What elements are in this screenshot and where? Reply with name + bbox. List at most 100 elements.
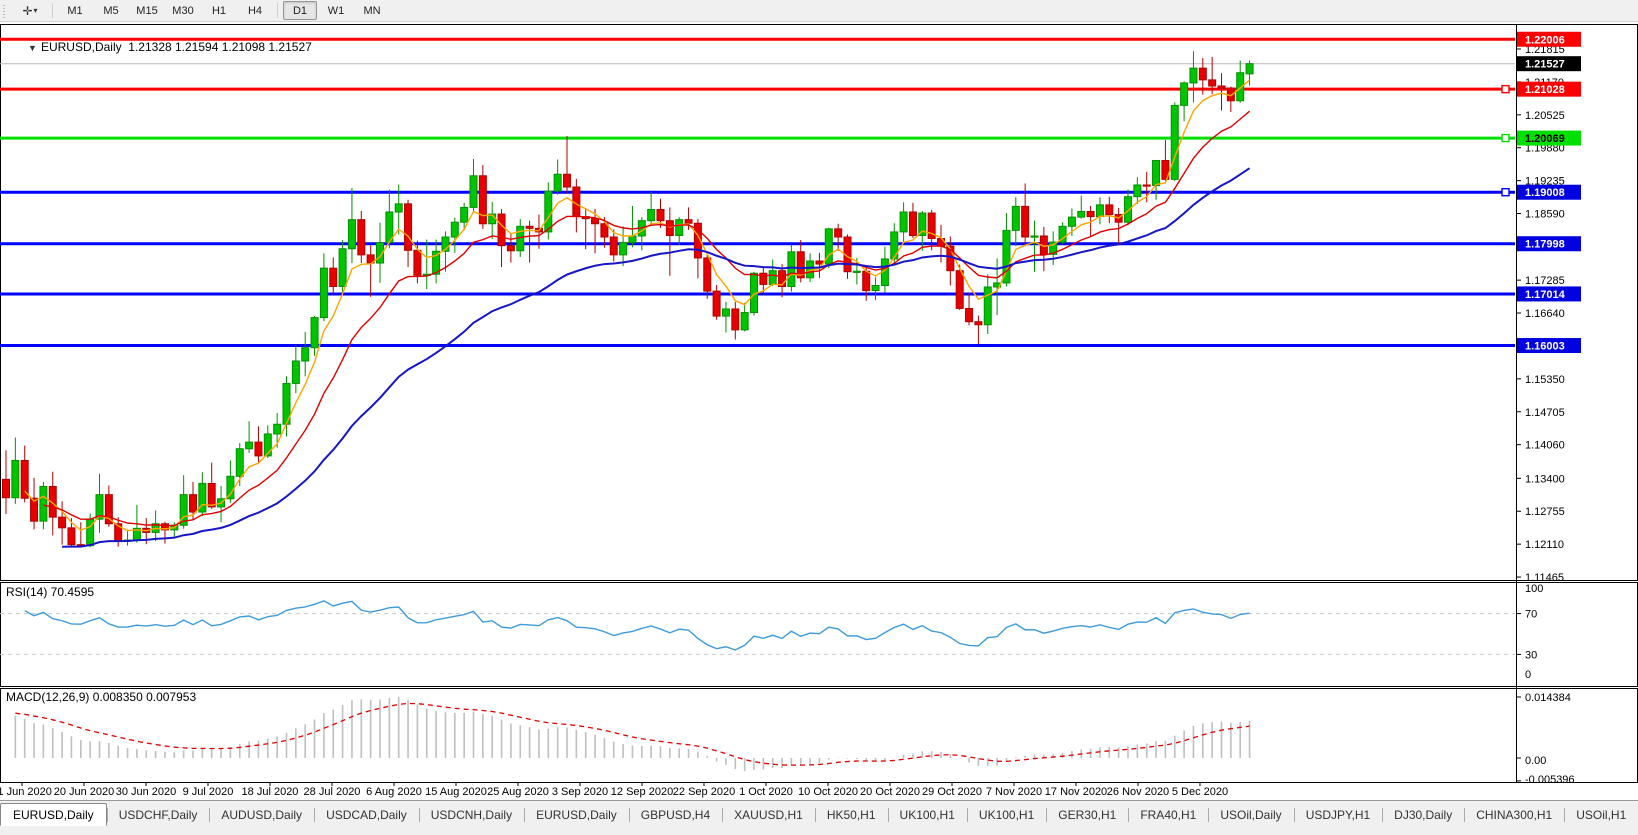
chart-tab-uk100-h1[interactable]: UK100,H1: [887, 805, 967, 825]
price-axis-tick: 1.17285: [1525, 275, 1565, 287]
price-tag-1.21028: [1517, 81, 1581, 97]
price-axis-tick: 1.12110: [1525, 539, 1564, 551]
svg-text:1.22006: 1.22006: [1525, 34, 1565, 46]
macd-axis-label: -0.005396: [1525, 774, 1575, 786]
chart-tab-ger30-h1[interactable]: GER30,H1: [1046, 805, 1128, 825]
chart-tab-xauusd-h1[interactable]: XAUUSD,H1: [722, 805, 815, 825]
toolbar-separator: [52, 3, 53, 18]
price-axis-tick: 1.19880: [1525, 143, 1565, 155]
date-axis-label: 7 Nov 2020: [986, 786, 1042, 798]
timeframe-toolbar: ✛ ▾ M1 M5 M15 M30 H1 H4 D1 W1 MN: [0, 0, 1638, 22]
price-axis-tick: 1.11465: [1525, 572, 1564, 584]
date-axis-label: 15 Aug 2020: [425, 786, 487, 798]
chart-tab-eurusd-daily[interactable]: EURUSD,Daily: [524, 805, 629, 825]
price-tag-1.17014: [1517, 286, 1581, 302]
timeframe-button-m15[interactable]: M15: [136, 4, 158, 17]
price-axis-tick: 1.15350: [1525, 374, 1565, 386]
ma-line-medium: [43, 110, 1251, 527]
chart-tab-usdjpy-h1[interactable]: USDJPY,H1: [1293, 805, 1382, 825]
chart-tab-dj30-daily[interactable]: DJ30,Daily: [1382, 805, 1464, 825]
ma-line-slow: [62, 167, 1251, 548]
date-axis-label: 22 Sep 2020: [673, 786, 735, 798]
price-axis-tick: 1.19235: [1525, 176, 1565, 188]
rsi-line: [24, 600, 1250, 651]
date-axis-label: 20 Oct 2020: [860, 786, 920, 798]
date-axis-label: 28 Jul 2020: [304, 786, 361, 798]
macd-signal-line: [15, 702, 1250, 766]
price-axis-tick: 1.14705: [1525, 407, 1565, 419]
price-tag-1.17998: [1517, 236, 1581, 252]
chart-tab-usoil-h1[interactable]: USOil,H1: [1564, 805, 1638, 825]
chart-tab-usdchf-daily[interactable]: USDCHF,Daily: [106, 805, 210, 825]
price-axis-tick: 1.21815: [1525, 44, 1565, 56]
svg-text:1.21028: 1.21028: [1525, 84, 1565, 96]
chart-tab-uk100-h1[interactable]: UK100,H1: [966, 805, 1046, 825]
chart-tab-audusd-daily[interactable]: AUDUSD,Daily: [209, 805, 314, 825]
collapse-triangle-icon[interactable]: ▼: [28, 43, 37, 53]
svg-text:1.21527: 1.21527: [1525, 59, 1565, 71]
rsi-indicator-label: RSI(14) 70.4595: [6, 585, 95, 599]
svg-text:1.17014: 1.17014: [1525, 289, 1566, 301]
crosshair-icon: ✛: [22, 3, 33, 18]
rsi-axis-label: 0: [1525, 669, 1531, 681]
crosshair-tool-button[interactable]: ✛ ▾: [13, 1, 47, 20]
timeframe-button-m1[interactable]: M1: [67, 4, 83, 17]
timeframe-button-h1[interactable]: H1: [211, 4, 227, 17]
rsi-axis-label: 30: [1525, 649, 1537, 661]
macd-axis-label: 0.014384: [1525, 692, 1571, 704]
main-panel-frame: [0, 24, 1638, 581]
date-axis-label: 20 Jun 2020: [54, 786, 115, 798]
timeframe-button-h4[interactable]: H4: [247, 4, 263, 17]
rsi-axis-label: 100: [1525, 583, 1543, 595]
price-tag-1.16003: [1517, 338, 1581, 354]
timeframe-button-w1[interactable]: W1: [327, 4, 345, 17]
svg-text:1.17998: 1.17998: [1525, 239, 1565, 251]
date-axis-label: 9 Jul 2020: [183, 786, 234, 798]
chart-tab-eurusd-daily[interactable]: EURUSD,Daily: [0, 803, 107, 826]
svg-text:1.16003: 1.16003: [1525, 341, 1565, 353]
chevron-down-icon: ▾: [33, 6, 38, 15]
chart-title-text: EURUSD,Daily 1.21328 1.21594 1.21098 1.2…: [40, 40, 312, 54]
date-axis-label: 1 Oct 2020: [739, 786, 793, 798]
chart-tab-gbpusd-h4[interactable]: GBPUSD,H4: [628, 805, 722, 825]
date-axis-label: 3 Sep 2020: [552, 786, 608, 798]
chart-tab-fra40-h1[interactable]: FRA40,H1: [1128, 805, 1208, 825]
svg-text:1.19008: 1.19008: [1525, 187, 1565, 199]
rsi-axis-label: 70: [1525, 609, 1537, 621]
toolbar-separator: [277, 3, 278, 18]
date-axis-label: 6 Aug 2020: [366, 786, 422, 798]
timeframe-button-mn[interactable]: MN: [363, 4, 381, 17]
price-tag-1.19008: [1517, 184, 1581, 200]
timeframe-button-m30[interactable]: M30: [172, 4, 194, 17]
price-axis-tick: 1.16640: [1525, 308, 1565, 320]
timeframe-button-d1[interactable]: D1: [283, 1, 317, 20]
svg-text:1.20069: 1.20069: [1525, 133, 1565, 145]
chart-tab-usdcnh-daily[interactable]: USDCNH,Daily: [418, 805, 524, 825]
chart-tab-hk50-h1[interactable]: HK50,H1: [814, 805, 888, 825]
date-axis-label: 12 Sep 2020: [611, 786, 673, 798]
price-tag-1.21527: [1517, 56, 1581, 72]
price-axis-tick: 1.20525: [1525, 110, 1565, 122]
date-axis-label: 26 Nov 2020: [1107, 786, 1169, 798]
price-tag-1.22006: [1517, 31, 1581, 47]
macd-indicator-label: MACD(12,26,9) 0.008350 0.007953: [6, 690, 197, 704]
date-axis-label: 17 Nov 2020: [1045, 786, 1107, 798]
chart-tab-china300-h1[interactable]: CHINA300,H1: [1464, 805, 1564, 825]
date-axis-label: 18 Jul 2020: [242, 786, 299, 798]
date-axis-label: 30 Jun 2020: [116, 786, 177, 798]
chart-tab-bar: EURUSD,Daily USDCHF,Daily AUDUSD,Daily USDC…: [0, 800, 1638, 835]
price-axis-tick: 1.13400: [1525, 473, 1565, 485]
date-axis-label: 11 Jun 2020: [0, 786, 52, 798]
price-axis-tick: 1.18590: [1525, 209, 1565, 221]
timeframe-button-m5[interactable]: M5: [103, 4, 119, 17]
chart-tab-usdcad-daily[interactable]: USDCAD,Daily: [314, 805, 419, 825]
date-axis-label: 25 Aug 2020: [487, 786, 549, 798]
macd-axis-label: 0.00: [1525, 755, 1546, 767]
date-axis-label: 10 Oct 2020: [798, 786, 858, 798]
chart-title: ▼ EURUSD,Daily 1.21328 1.21594 1.21098 1.…: [8, 26, 312, 68]
chart-tab-usoil-daily[interactable]: USOil,Daily: [1208, 805, 1293, 825]
toolbar-drag-handle[interactable]: [2, 3, 9, 18]
date-axis-label: 5 Dec 2020: [1172, 786, 1228, 798]
